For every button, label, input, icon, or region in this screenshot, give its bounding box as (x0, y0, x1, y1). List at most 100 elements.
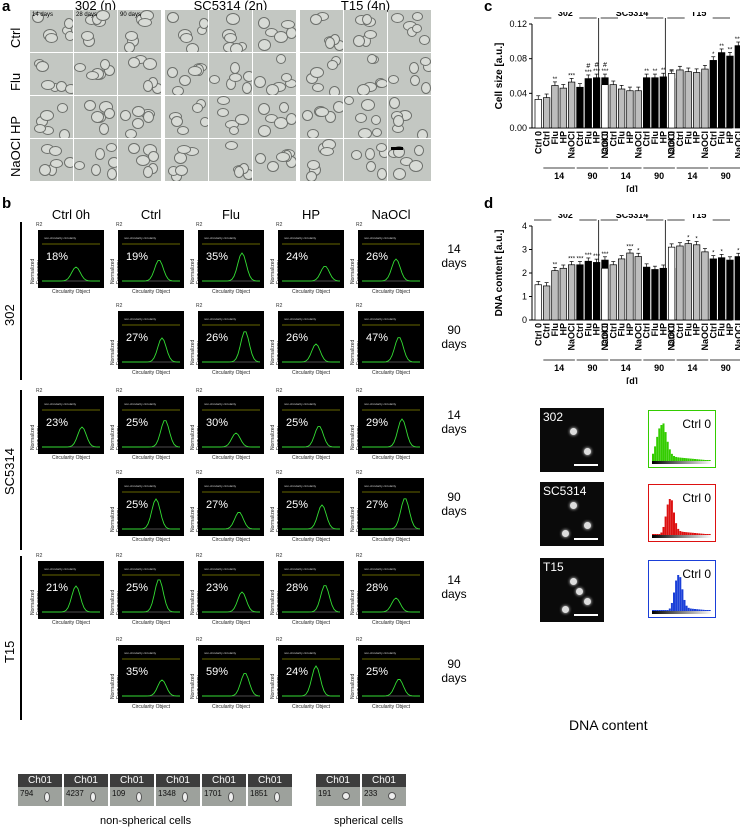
histogram-bar (706, 460, 709, 461)
significance-label: *** (568, 73, 576, 79)
histogram-plot (362, 574, 420, 613)
tile-header: Ch01 (248, 774, 292, 787)
bar (617, 258, 626, 321)
histogram-bar (706, 534, 709, 535)
histogram-plot (202, 324, 261, 363)
micrograph-tile (253, 96, 296, 138)
circularity-percent: 59% (206, 666, 229, 678)
histogram-bar (664, 432, 667, 461)
histogram-bar (687, 458, 690, 461)
micrograph-tile (165, 10, 208, 52)
circularity-histogram: non-circularity circularity 28% (278, 561, 344, 619)
nucleus (584, 598, 591, 605)
yeast-cell (327, 60, 338, 70)
yeast-cell (57, 103, 68, 113)
yeast-cell (310, 67, 324, 78)
x-axis-label: Circularity Object (371, 370, 411, 376)
circularity-histogram: non-circularity circularity 27% (198, 478, 264, 536)
histogram-legend: non-circularity circularity (204, 317, 237, 321)
bar (634, 256, 642, 321)
yeast-cell (286, 113, 296, 125)
yeast-cell (34, 124, 46, 133)
x-axis-label: [d] (626, 184, 638, 192)
micrograph-tile (388, 53, 431, 95)
yeast-cell (364, 30, 377, 39)
micrograph-tile (388, 96, 431, 138)
hash-label: # (603, 62, 607, 69)
histogram-legend: non-circularity circularity (284, 402, 317, 406)
circularity-histogram: non-circularity circularity 25% (118, 478, 184, 536)
histogram-label: Ctrl 0 (682, 567, 711, 581)
histogram-bar (696, 459, 699, 461)
caption-spherical: spherical cells (334, 815, 404, 827)
bar (626, 90, 634, 129)
frequency-curve (282, 426, 340, 448)
time-label: 14 days (441, 573, 467, 601)
frequency-curve (362, 337, 420, 363)
yeast-cell (230, 43, 243, 52)
micrograph-tile (388, 139, 431, 181)
yeast-cell (229, 126, 239, 135)
histogram-legend: non-circularity circularity (204, 402, 237, 406)
significance-label: *** (601, 69, 609, 75)
yeast-cell (412, 24, 422, 33)
frequency-curve (122, 420, 181, 448)
histogram-legend: non-circularity circularity (284, 317, 317, 321)
histogram-bar (670, 500, 673, 535)
yeast-cell (124, 42, 135, 52)
y-tick-label: 3 (522, 245, 527, 255)
category-label: NaOCl (700, 323, 710, 351)
micrograph-tile (30, 53, 73, 95)
category-label: HP (625, 131, 635, 144)
yeast-cell (376, 143, 387, 152)
r2-label: R2 (36, 222, 43, 228)
circularity-percent: 26% (366, 251, 389, 263)
strain-header: 302 (n) (74, 0, 117, 13)
histogram-plot (362, 243, 420, 282)
yeast-cell (96, 10, 110, 21)
yeast-cell (242, 82, 252, 94)
r2-label: R2 (356, 553, 363, 559)
histogram-bar (666, 441, 669, 461)
yeast-cell (40, 110, 54, 121)
histogram-bar (654, 534, 657, 535)
category-label: Ctrl (708, 323, 718, 339)
x-axis-label: Circularity Object (371, 289, 411, 295)
micrograph-tile: 14 days (30, 10, 73, 52)
yeast-cell (344, 96, 354, 105)
bar (634, 90, 642, 129)
bar (676, 245, 684, 321)
circularity-histogram: non-circularity circularity 47% (358, 311, 424, 369)
group-label-bg (684, 214, 713, 221)
circularity-percent: 18% (46, 251, 69, 263)
bar (709, 258, 717, 321)
yeast-cell (320, 147, 334, 156)
y-axis-label: Cell size [a.u.] (494, 43, 505, 110)
yeast-cell (312, 83, 324, 92)
yeast-cell (192, 103, 203, 113)
y-tick-label: 0.00 (509, 123, 527, 133)
yeast-cell (59, 129, 70, 138)
r2-label: R2 (276, 470, 283, 476)
panel-label-b: b (2, 195, 12, 212)
histogram-bar (666, 504, 669, 535)
bar (684, 71, 692, 129)
category-label: Flu (717, 131, 727, 145)
yeast-cell (225, 141, 238, 150)
bar (551, 85, 559, 129)
bar (534, 99, 542, 129)
histogram-legend: non-circularity circularity (204, 651, 237, 655)
circularity-histogram: non-circularity circularity 26% (198, 311, 264, 369)
histogram-bar (687, 532, 690, 535)
tile-header: Ch01 (316, 774, 360, 787)
circularity-percent: 28% (286, 582, 309, 594)
yeast-cell (377, 168, 387, 180)
category-label: Ctrl (542, 131, 552, 147)
micrograph-tile (253, 10, 296, 52)
circularity-histogram: non-circularity circularity 25% (118, 561, 184, 619)
x-axis-label: Circularity Object (291, 370, 331, 376)
bar (651, 77, 659, 129)
cell-image (90, 792, 96, 802)
frequency-curve (202, 252, 260, 282)
yeast-cell (361, 99, 375, 111)
